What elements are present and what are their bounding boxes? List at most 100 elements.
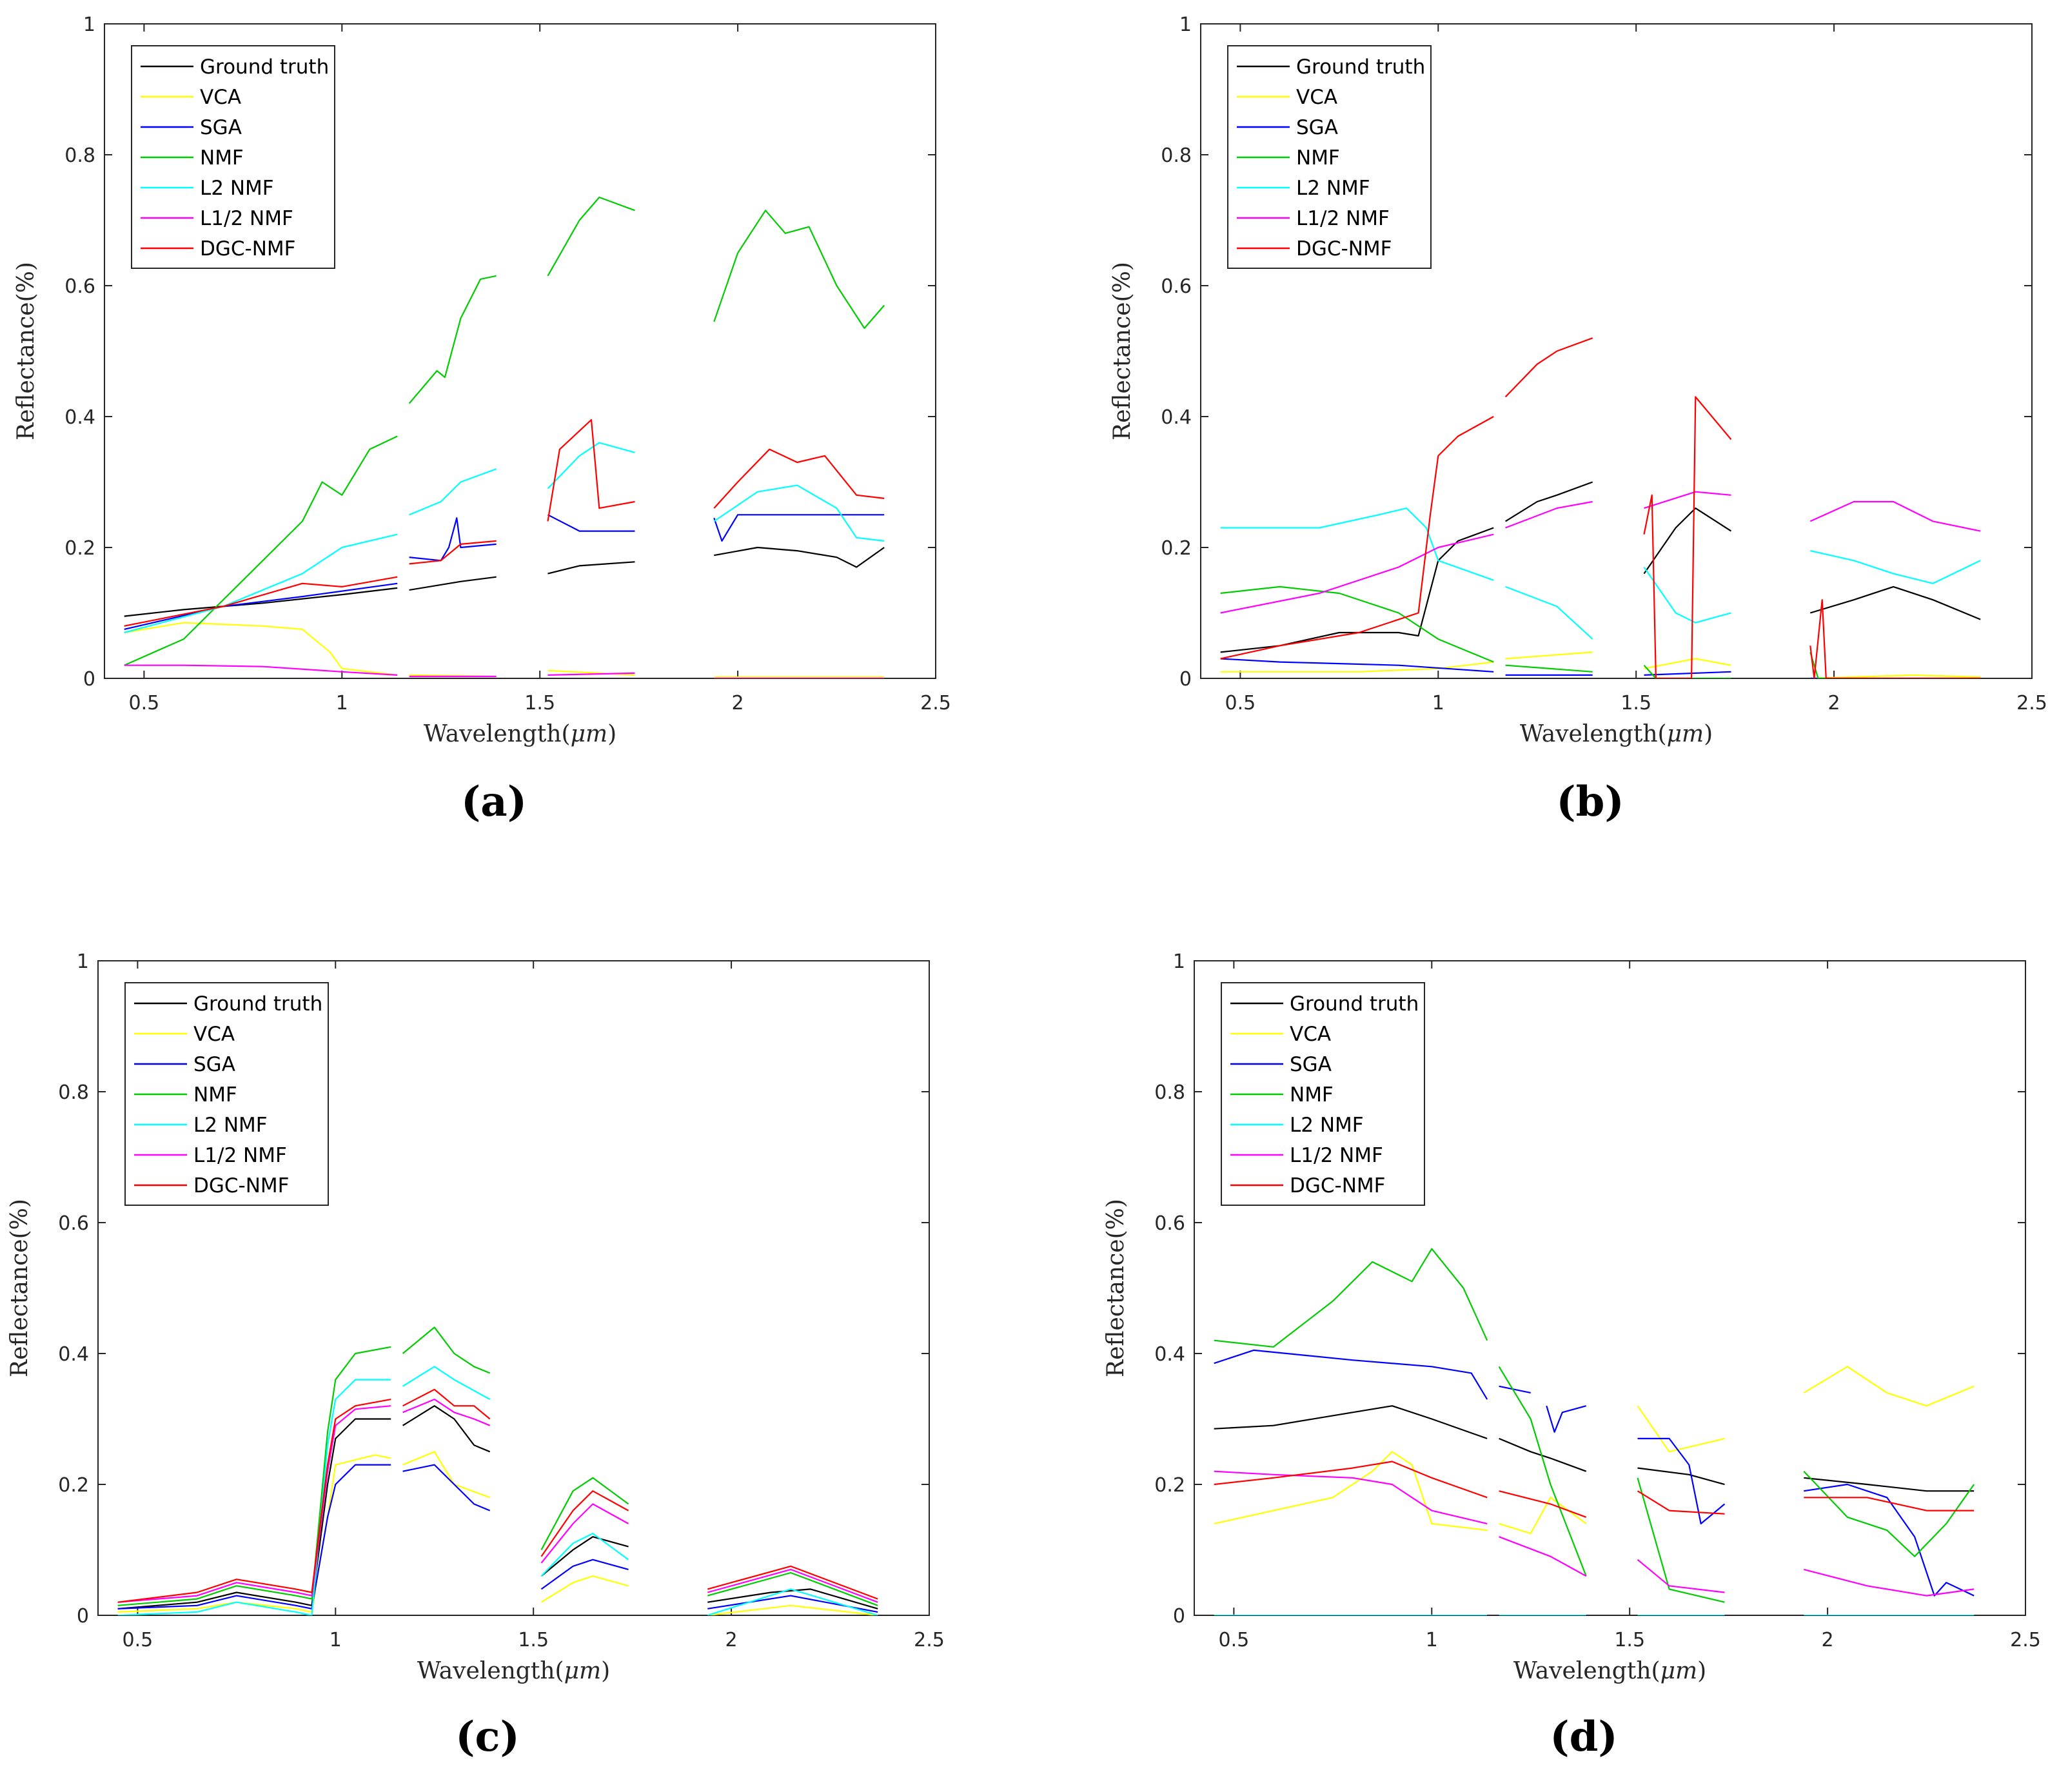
series-line-l2-nmf — [713, 484, 885, 542]
series-line-ground-truth — [1643, 507, 1732, 575]
series-line-dgc-nmf — [409, 540, 497, 565]
y-tick-label: 0.8 — [64, 144, 95, 167]
series-line-dgc-nmf — [707, 1565, 878, 1600]
panel-2: 0.5 1 1.5 2 2.5 0 0.2 0.4 0.6 0.8 1 Wavelength(μm) R… — [1109, 14, 2047, 826]
y-tick-label: 1 — [1179, 14, 1192, 36]
series-line-l1-2-nmf — [540, 1503, 629, 1564]
series-line-dgc-nmf — [1643, 396, 1732, 678]
series-line-l1-2-nmf — [124, 664, 398, 676]
legend-label-vca: VCA — [200, 86, 241, 109]
series-line-l1-2-nmf — [1499, 1536, 1587, 1577]
series-line-vca — [547, 669, 635, 676]
series-line-l2-nmf — [1505, 586, 1593, 640]
series-line-ground-truth — [714, 546, 885, 568]
series-sga — [1214, 1349, 1975, 1597]
y-axis-title: Reflectance(%) — [13, 262, 39, 440]
series-line-ground-truth — [1637, 1467, 1725, 1486]
series-line-nmf — [713, 210, 885, 330]
legend-label-l1-2-nmf: L1/2 NMF — [200, 207, 293, 230]
series-line-vca — [1810, 674, 1981, 678]
series-line-dgc-nmf — [117, 1399, 391, 1603]
legend-label-nmf: NMF — [1290, 1083, 1334, 1107]
legend-label-l2-nmf: L2 NMF — [1290, 1114, 1364, 1137]
series-l2-nmf — [117, 1366, 878, 1615]
series-line-vca — [540, 1575, 629, 1603]
series-line-dgc-nmf — [1804, 1497, 1975, 1511]
series-line-nmf — [707, 1571, 878, 1606]
series-line-nmf — [1803, 1470, 1975, 1557]
y-tick-label: 1 — [1173, 950, 1185, 973]
series-line-sga — [547, 514, 635, 532]
legend-label-dgc-nmf: DGC-NMF — [193, 1174, 290, 1197]
series-line-l1-2-nmf — [1637, 1559, 1725, 1593]
y-tick-label: 0.4 — [64, 406, 95, 429]
x-tick-label: 2 — [1828, 692, 1840, 714]
y-tick-label: 1 — [83, 14, 95, 36]
y-tick-label: 0.4 — [58, 1343, 89, 1366]
series-line-nmf — [117, 1346, 391, 1606]
series-l2-nmf — [124, 442, 885, 634]
series-line-dgc-nmf — [547, 419, 635, 522]
legend-label-sga: SGA — [1296, 116, 1338, 139]
series-line-nmf — [408, 275, 497, 404]
series-line-nmf — [402, 1326, 491, 1374]
x-tick-label: 2 — [725, 1629, 738, 1651]
legend-label-vca: VCA — [1296, 86, 1337, 109]
legend-label-sga: SGA — [193, 1053, 235, 1076]
series-nmf — [117, 1326, 878, 1606]
legend-label-ground-truth: Ground truth — [1296, 55, 1425, 79]
series-line-sga — [1804, 1483, 1975, 1597]
y-tick-label: 0.2 — [1154, 1474, 1185, 1497]
series-line-l2-nmf — [402, 1366, 491, 1401]
legend-label-l1-2-nmf: L1/2 NMF — [1296, 207, 1390, 230]
panel-label: (d) — [1550, 1713, 1617, 1761]
legend-label-dgc-nmf: DGC-NMF — [200, 237, 296, 261]
x-tick-label: 0.5 — [1219, 1629, 1250, 1651]
series-line-l1-2-nmf — [707, 1568, 878, 1603]
series-nmf — [124, 196, 885, 666]
series-line-ground-truth — [409, 576, 497, 591]
y-tick-label: 0 — [77, 1605, 89, 1628]
series-ground-truth — [1220, 481, 1981, 653]
x-tick-label: 1.5 — [1614, 1629, 1645, 1651]
series-line-sga — [1644, 671, 1731, 676]
legend: Ground truth VCA SGA NMF L2 NMF L1/2 NMF DGC-N… — [1221, 982, 1425, 1206]
legend-label-ground-truth: Ground truth — [193, 992, 322, 1016]
legend-label-l2-nmf: L2 NMF — [1296, 177, 1370, 200]
legend-label-sga: SGA — [1290, 1053, 1332, 1076]
y-tick-label: 0.4 — [1154, 1343, 1185, 1366]
series-line-l1-2-nmf — [547, 672, 635, 676]
series-line-ground-truth — [402, 1405, 491, 1453]
series-line-vca — [1637, 1405, 1725, 1453]
series-line-nmf — [1498, 1366, 1587, 1577]
series-line-nmf — [1214, 1248, 1488, 1348]
legend-label-ground-truth: Ground truth — [200, 55, 329, 79]
series-line-nmf — [1809, 652, 1981, 678]
series-line-nmf — [124, 435, 398, 666]
y-tick-label: 0.6 — [58, 1212, 89, 1235]
series-line-sga — [1214, 1349, 1488, 1400]
series-line-nmf — [1643, 664, 1731, 678]
series-line-l2-nmf — [124, 533, 398, 634]
y-tick-label: 0.6 — [1154, 1212, 1185, 1235]
panel-3: 0.5 1 1.5 2 2.5 0 0.2 0.4 0.6 0.8 1 Wavelength(μm) R… — [6, 950, 945, 1761]
series-dgc-nmf — [124, 419, 885, 627]
series-line-l1-2-nmf — [1809, 500, 1981, 532]
series-line-sga — [409, 517, 497, 562]
series-sga — [1220, 658, 1981, 678]
series-line-nmf — [547, 196, 635, 277]
y-tick-label: 0.8 — [1154, 1081, 1185, 1104]
legend-label-ground-truth: Ground truth — [1290, 992, 1419, 1016]
y-tick-label: 0 — [1173, 1605, 1185, 1628]
series-line-l1-2-nmf — [1214, 1470, 1488, 1524]
series-line-dgc-nmf — [1809, 599, 1981, 678]
y-axis-title: Reflectance(%) — [1103, 1199, 1129, 1377]
x-tick-label: 1.5 — [1621, 692, 1651, 714]
series-line-nmf — [540, 1477, 629, 1551]
series-line-ground-truth — [117, 1418, 391, 1610]
series-ground-truth — [1214, 1405, 1975, 1492]
series-line-ground-truth — [547, 561, 635, 575]
x-tick-label: 2.5 — [2016, 692, 2047, 714]
x-tick-label: 0.5 — [1225, 692, 1256, 714]
